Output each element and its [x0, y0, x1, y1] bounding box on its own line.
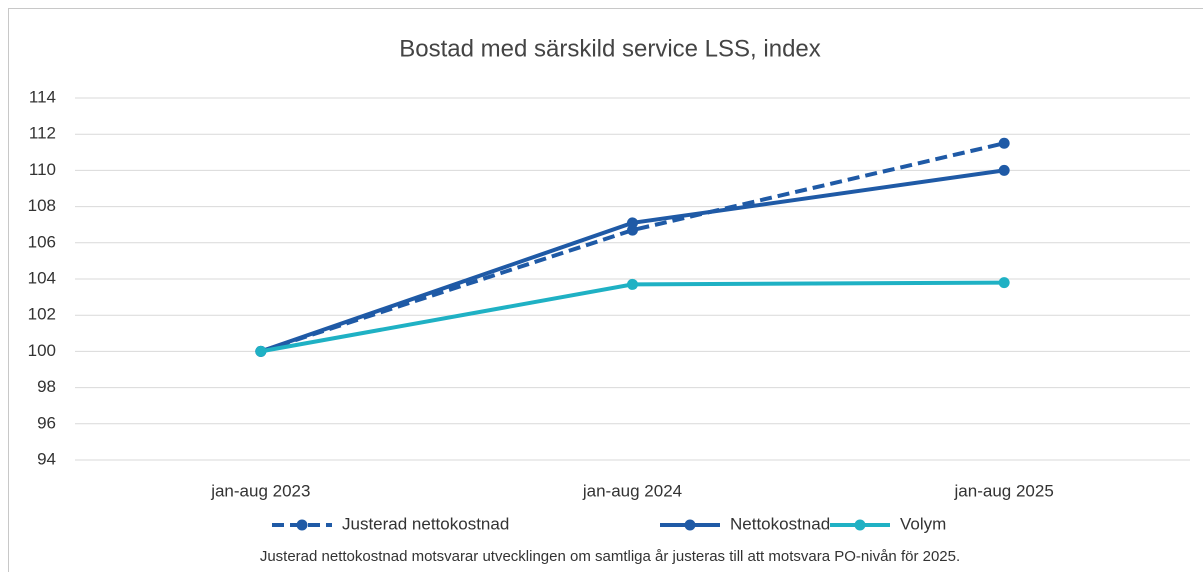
legend-marker: [854, 519, 866, 531]
y-tick-label: 96: [37, 413, 56, 432]
marker: [627, 278, 638, 290]
series-line: [260, 141, 1005, 354]
marker: [998, 164, 1010, 176]
chart-border: [8, 8, 1203, 572]
y-tick-label: 104: [28, 268, 56, 287]
y-tick-label: 110: [29, 160, 56, 179]
y-tick-label: 108: [28, 196, 56, 215]
footnote: Justerad nettokostnad motsvarar utveckli…: [260, 548, 960, 565]
marker: [255, 345, 267, 357]
legend-marker: [296, 519, 308, 531]
y-tick-label: 100: [28, 341, 56, 360]
x-tick-label: jan-aug 2023: [210, 481, 310, 500]
legend-label: Justerad nettokostnad: [342, 514, 509, 533]
y-tick-label: 114: [29, 87, 56, 106]
y-tick-label: 98: [37, 377, 56, 396]
legend-label: Nettokostnad: [730, 514, 830, 533]
series-line: [260, 168, 1005, 354]
legend-marker: [684, 519, 696, 531]
marker: [998, 137, 1010, 149]
y-tick-label: 106: [28, 232, 56, 251]
x-tick-label: jan-aug 2025: [954, 481, 1054, 500]
marker: [627, 217, 638, 229]
chart-title: Bostad med särskild service LSS, index: [399, 35, 821, 62]
legend-label: Volym: [900, 514, 946, 533]
y-tick-label: 112: [29, 124, 56, 143]
x-tick-label: jan-aug 2024: [582, 481, 682, 500]
y-tick-label: 102: [28, 305, 56, 324]
y-tick-label: 94: [37, 449, 56, 468]
marker: [998, 277, 1010, 289]
